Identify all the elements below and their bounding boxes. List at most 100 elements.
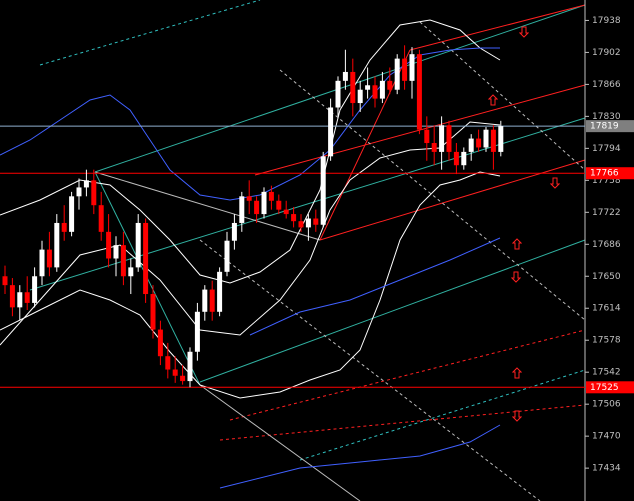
candle-body	[165, 356, 171, 370]
candle-body	[69, 196, 75, 232]
channel-line	[299, 369, 586, 461]
candle-body	[91, 180, 97, 206]
candle-body	[9, 285, 15, 308]
candle-body	[217, 271, 223, 312]
y-tick-label: 17830	[592, 112, 621, 122]
y-tick-label: 17614	[592, 304, 621, 314]
moving-average	[219, 424, 501, 489]
candle-body	[476, 138, 482, 148]
candle-body	[490, 129, 496, 152]
candle-body	[54, 222, 60, 268]
y-tick-label: 17578	[592, 336, 621, 346]
y-tick-label: 17650	[592, 272, 621, 282]
channel-line	[199, 384, 361, 501]
y-tick-label: 17794	[592, 144, 621, 154]
candle-body	[194, 311, 200, 352]
candle-body	[372, 85, 378, 99]
candle-body	[394, 58, 400, 90]
candle-body	[291, 214, 297, 222]
level-label: 17819	[590, 122, 619, 132]
candle-body	[143, 222, 149, 295]
candle-body	[342, 71, 348, 81]
candle-body	[17, 292, 23, 308]
candle-body	[98, 205, 104, 232]
candle-body	[32, 276, 38, 303]
candle-body	[409, 54, 415, 81]
level-label-box	[586, 167, 634, 180]
overlays	[0, 0, 586, 501]
bollinger-lower	[0, 171, 501, 399]
candle-body	[276, 200, 282, 210]
candle-body	[379, 80, 385, 99]
candle-body	[446, 125, 452, 152]
candle-body	[320, 156, 326, 225]
candle-body	[135, 222, 141, 268]
y-tick-label: 17506	[592, 400, 621, 410]
candle-body	[113, 245, 119, 259]
candle-body	[2, 276, 8, 286]
candle-body	[498, 126, 504, 152]
candle-body	[180, 375, 186, 382]
candle-body	[39, 249, 45, 277]
bollinger-upper	[0, 19, 501, 284]
candle-body	[24, 292, 30, 303]
candle-body	[328, 107, 334, 157]
candle-body	[46, 249, 52, 268]
level-label-box	[586, 381, 634, 394]
candle-body	[335, 80, 341, 108]
candle-body	[350, 71, 356, 104]
y-tick-label: 17938	[592, 16, 621, 26]
candle-body	[365, 85, 371, 90]
candle-body	[313, 218, 319, 225]
candle-body	[172, 369, 178, 376]
channel-line	[199, 239, 586, 383]
level-label-box	[586, 120, 634, 133]
channel-line	[254, 84, 586, 176]
candle-body	[483, 129, 489, 148]
candle-body	[453, 151, 459, 166]
y-tick-label: 17434	[592, 464, 621, 474]
candle-body	[120, 245, 126, 277]
candle-body	[150, 294, 156, 330]
candle-body	[261, 191, 267, 215]
y-tick-label: 17758	[592, 176, 621, 186]
candle-body	[202, 289, 208, 312]
candle-body	[231, 222, 237, 241]
candle-body	[83, 180, 89, 188]
candle-body	[254, 200, 260, 215]
candle-body	[357, 89, 363, 104]
level-label: 17766	[590, 169, 619, 179]
candles	[2, 45, 504, 388]
candle-body	[187, 351, 193, 382]
candle-body	[387, 80, 393, 90]
candle-body	[157, 329, 163, 357]
y-tick-label: 17722	[592, 208, 621, 218]
channel-line	[94, 171, 321, 241]
candle-body	[246, 196, 252, 201]
candle-body	[209, 289, 215, 312]
candle-body	[305, 218, 311, 228]
candle-body	[424, 129, 430, 144]
candle-body	[439, 125, 445, 152]
channel-line	[419, 21, 586, 171]
candle-body	[298, 221, 304, 228]
candle-body	[128, 267, 134, 277]
candle-body	[431, 143, 437, 152]
moving-average	[249, 237, 501, 336]
candle-body	[76, 187, 82, 197]
candle-body	[268, 191, 274, 201]
candle-body	[283, 209, 289, 215]
candle-body	[468, 138, 474, 152]
channel-line	[409, 4, 586, 51]
y-tick-label: 17470	[592, 432, 621, 442]
candle-body	[461, 151, 467, 166]
channel-line	[219, 404, 586, 441]
channel-line	[39, 0, 261, 66]
bollinger-middle	[0, 121, 501, 346]
y-tick-label: 17902	[592, 48, 621, 58]
y-tick-label: 17866	[592, 80, 621, 90]
level-label: 17525	[590, 383, 619, 393]
